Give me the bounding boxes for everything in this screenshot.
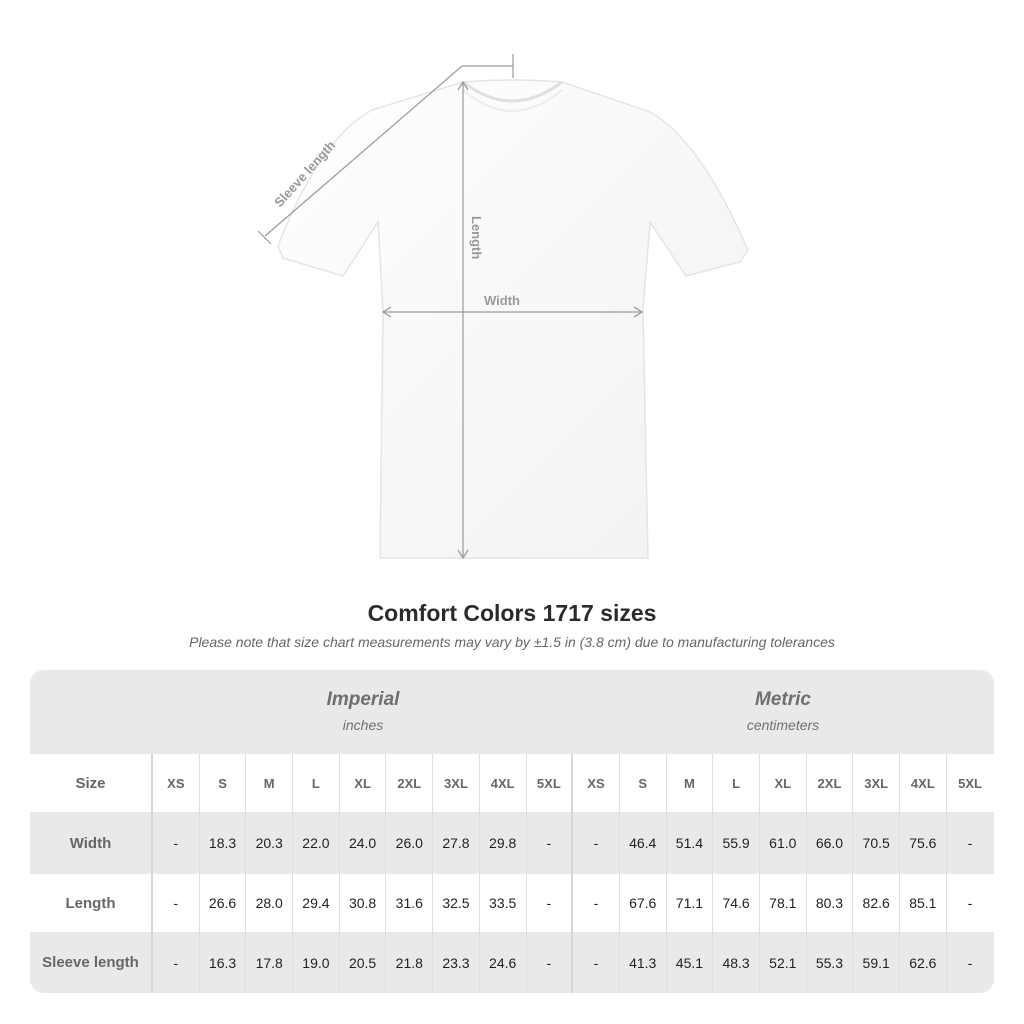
tshirt-diagram: Sleeve length Length Width	[257, 54, 749, 560]
cell-imperial: 5XL	[527, 754, 574, 812]
cell-metric: M	[667, 754, 714, 812]
tshirt-image	[277, 79, 749, 559]
cell-metric: 45.1	[667, 932, 714, 993]
cell-imperial: 20.5	[340, 932, 387, 993]
cell-imperial: 26.6	[200, 874, 247, 932]
cell-metric: 78.1	[760, 874, 807, 932]
imperial-header: Imperial inches	[153, 670, 573, 754]
cell-imperial: 33.5	[480, 874, 527, 932]
cell-imperial: -	[153, 874, 200, 932]
cell-metric: 74.6	[713, 874, 760, 932]
sleeve-length-line	[264, 65, 513, 237]
cell-metric: XS	[573, 754, 620, 812]
width-label: Width	[484, 293, 520, 308]
cell-imperial: 29.8	[480, 812, 527, 874]
cell-imperial: 22.0	[293, 812, 340, 874]
cell-imperial: 21.8	[386, 932, 434, 993]
cell-imperial: -	[153, 932, 200, 993]
cell-metric: 67.6	[620, 874, 667, 932]
cell-imperial: M	[246, 754, 294, 812]
cell-imperial: 4XL	[480, 754, 527, 812]
cell-metric: 55.9	[713, 812, 760, 874]
cell-metric: 51.4	[667, 812, 714, 874]
cell-imperial: 29.4	[293, 874, 340, 932]
cell-metric: -	[967, 835, 973, 851]
cell-imperial: 24.6	[480, 932, 527, 993]
cell-metric: 75.6	[900, 812, 947, 874]
page-title: Comfort Colors 1717 sizes	[367, 600, 657, 626]
cell-metric: 61.0	[760, 812, 807, 874]
row-label: Length	[30, 874, 153, 932]
cell-metric: 85.1	[900, 874, 947, 932]
cell-metric: 48.3	[713, 932, 760, 993]
metric-title: Metric	[755, 689, 811, 710]
cell-metric: 80.3	[807, 874, 854, 932]
cell-metric: 3XL	[853, 754, 900, 812]
row-label: Sleeve length	[30, 932, 153, 993]
cell-imperial: 23.3	[433, 932, 480, 993]
cell-imperial: 30.8	[340, 874, 387, 932]
cell-metric: S	[620, 754, 667, 812]
cell-imperial: XL	[340, 754, 387, 812]
cell-imperial: 3XL	[433, 754, 480, 812]
cell-metric: -	[967, 895, 973, 911]
cell-metric: 70.5	[853, 812, 900, 874]
cell-metric: -	[573, 932, 620, 993]
cell-imperial: 18.3	[200, 812, 247, 874]
cell-metric: 55.3	[807, 932, 854, 993]
cell-metric: 62.6	[900, 932, 947, 993]
cell-metric: 4XL	[900, 754, 947, 812]
cell-metric: 52.1	[760, 932, 807, 993]
cell-imperial: 31.6	[386, 874, 434, 932]
cell-imperial: 32.5	[433, 874, 480, 932]
row-label: Size	[30, 754, 153, 812]
metric-unit: centimeters	[746, 717, 820, 733]
cell-metric: 41.3	[620, 932, 667, 993]
length-label: Length	[469, 216, 484, 259]
metric-header: Metric centimeters	[573, 670, 993, 754]
cell-imperial: -	[527, 874, 574, 932]
cell-metric: 82.6	[853, 874, 900, 932]
cell-metric: 2XL	[807, 754, 854, 812]
table-row: Width -18.3 20.3 22.0 24.0 26.0 27.8 29.8- -46.4…	[30, 812, 994, 874]
table-row: Length -26.6 28.0 29.4 30.8 31.6 32.5 33.5- -67.…	[30, 874, 994, 932]
cell-metric: -	[573, 812, 620, 874]
cell-metric: 71.1	[667, 874, 714, 932]
row-label: Width	[30, 812, 153, 874]
cell-metric: -	[967, 954, 973, 971]
cell-metric: 59.1	[853, 932, 900, 993]
cell-imperial: XS	[153, 754, 200, 812]
cell-metric: 5XL	[958, 775, 982, 791]
size-header-row: Size XS S M L XL 2XL 3XL 4XL 5XL XS S M L XL 2XL 3XL 4XL 5…	[30, 754, 994, 812]
cell-metric: 46.4	[620, 812, 667, 874]
size-table: Imperial inches Metric centimeters Size X…	[30, 670, 994, 993]
cell-metric: -	[573, 874, 620, 932]
cell-imperial: L	[293, 754, 340, 812]
cell-imperial: 17.8	[246, 932, 294, 993]
cell-imperial: -	[527, 812, 574, 874]
cell-imperial: -	[153, 812, 200, 874]
tolerance-note: Please note that size chart measurements…	[189, 634, 835, 650]
cell-imperial: -	[527, 932, 574, 993]
cell-imperial: 28.0	[246, 874, 294, 932]
cell-imperial: S	[200, 754, 247, 812]
cell-imperial: 20.3	[246, 812, 294, 874]
cell-imperial: 19.0	[293, 932, 340, 993]
cell-imperial: 27.8	[433, 812, 480, 874]
cell-imperial: 16.3	[200, 932, 247, 993]
cell-imperial: 26.0	[386, 812, 434, 874]
cell-imperial: 2XL	[386, 754, 434, 812]
cell-metric: 66.0	[807, 812, 854, 874]
cell-metric: L	[713, 754, 760, 812]
cell-metric: XL	[760, 754, 807, 812]
imperial-unit: inches	[342, 717, 384, 733]
imperial-title: Imperial	[326, 689, 400, 710]
table-row: Sleeve length -16.3 17.8 19.0 20.5 21.8 23.3 24…	[30, 932, 994, 993]
cell-imperial: 24.0	[340, 812, 387, 874]
